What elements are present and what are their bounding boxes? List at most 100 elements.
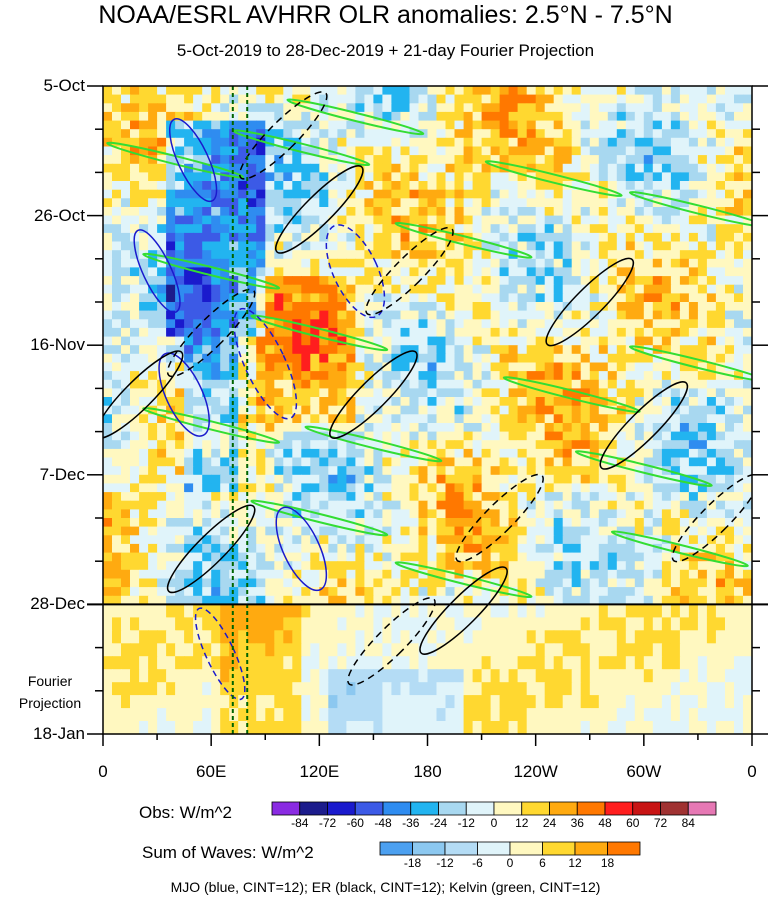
obs-cell [427,414,438,424]
obs-cell [157,103,167,113]
projection-cell [103,708,113,722]
projection-cell [310,669,320,683]
obs-cell [679,371,690,381]
obs-cell [400,241,411,251]
obs-cell [625,448,636,459]
obs-cell [454,336,465,346]
obs-cell [283,189,293,199]
obs-cell [157,250,167,260]
obs-cell [292,327,302,338]
obs-cell [193,440,203,450]
obs-cell [589,189,600,199]
obs-cell [265,371,275,381]
projection-cell [616,643,627,657]
obs-cell [607,431,618,441]
obs-cell [355,379,365,389]
obs-cell [265,241,275,251]
obs-cell [616,241,627,251]
obs-cell [553,405,564,415]
obs-cell [544,241,555,251]
obs-cell [625,492,636,502]
obs-cell [229,198,239,208]
obs-cell [562,302,573,312]
obs-cell [679,535,690,545]
obs-cell [445,362,456,372]
obs-cell [625,155,636,165]
obs-cell [553,526,564,536]
obs-cell [535,267,546,277]
obs-cell [220,120,230,130]
obs-cell [571,587,582,597]
obs-cell [328,181,338,191]
obs-cell [139,440,149,450]
obs-cell [382,561,392,571]
obs-cell [652,319,663,329]
obs-cell [725,353,735,363]
obs-cell [508,155,519,165]
obs-cell [625,500,636,510]
obs-cell [238,198,248,208]
obs-cell [427,232,438,243]
obs-cell [670,362,681,372]
projection-cell [562,643,573,657]
obs-cell [139,310,149,320]
obs-cell [517,431,528,441]
obs-cell [364,215,374,225]
obs-cell [562,526,573,536]
obs-cell [211,267,221,277]
obs-cell [436,440,447,450]
obs-cell [715,319,726,329]
obs-cell [706,448,717,459]
obs-cell [274,86,284,96]
obs-cell [661,163,672,173]
obs-cell [229,103,239,113]
obs-cell [337,86,347,96]
obs-cell [725,509,735,519]
obs-cell [103,310,113,320]
projection-cell [508,669,519,683]
obs-cell [562,189,573,199]
obs-cell [121,440,131,450]
obs-cell [193,526,203,536]
projection-cell [715,708,726,722]
obs-cell [130,440,140,450]
obs-cell [265,94,275,104]
projection-cell [553,643,564,657]
obs-cell [346,120,356,130]
obs-cell [661,431,672,441]
obs-cell [310,232,320,243]
obs-cell [409,319,420,329]
projection-cell [130,656,140,670]
obs-cell [418,552,429,562]
obs-cell [580,457,591,467]
obs-cell [517,457,528,467]
projection-cell [355,630,365,644]
obs-cell [193,362,203,372]
obs-cell [229,302,239,312]
obs-cell [355,423,365,433]
obs-cell [121,379,131,389]
obs-cell [652,543,663,554]
obs-cell [490,379,501,389]
obs-cell [697,483,708,493]
obs-cell [409,379,420,389]
obs-cell [184,535,194,545]
obs-cell [643,146,654,156]
obs-cell [445,155,456,165]
obs-cell [436,267,447,277]
projection-cell [121,682,131,696]
obs-cell [697,319,708,329]
obs-cell [734,258,744,268]
obs-cell [319,172,329,182]
obs-cell [643,345,654,355]
obs-cell [283,388,293,398]
obs-cell [517,155,528,165]
obs-cell [346,388,356,398]
obs-cell [247,353,257,363]
obs-cell [283,155,293,165]
obs-cell [481,163,492,173]
obs-cell [346,500,356,510]
obs-cell [499,155,510,165]
obs-cell [157,111,167,122]
obs-cell [463,474,474,484]
